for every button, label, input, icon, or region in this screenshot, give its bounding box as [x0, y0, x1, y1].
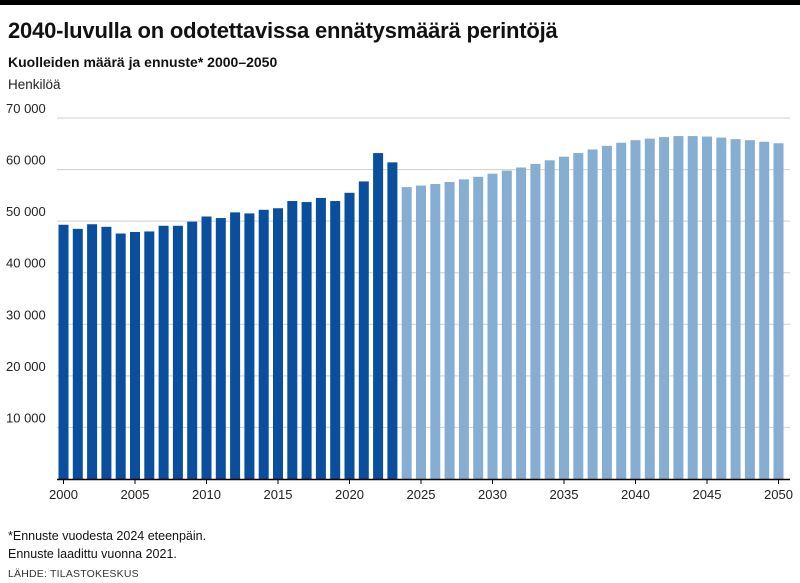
bar-2043	[673, 136, 684, 480]
bar-2047	[730, 139, 741, 479]
y-tick-label: 60 000	[6, 153, 46, 168]
y-tick-label: 10 000	[6, 410, 46, 425]
y-tick-label: 50 000	[6, 204, 46, 219]
y-tick-label: 40 000	[6, 256, 46, 271]
x-tick-label: 2015	[264, 487, 293, 502]
bar-2041	[644, 138, 655, 479]
bar-2004	[115, 233, 126, 479]
footnotes: *Ennuste vuodesta 2024 eteenpäin. Ennust…	[8, 527, 206, 563]
x-tick-label: 2040	[621, 487, 650, 502]
bar-2003	[101, 226, 112, 479]
bar-2032	[516, 167, 527, 479]
bar-2024	[401, 187, 412, 479]
y-tick-label: 30 000	[6, 307, 46, 322]
bar-2001	[72, 228, 83, 479]
bar-2045	[702, 136, 712, 479]
bar-2014	[258, 209, 269, 479]
bar-2005	[130, 231, 140, 479]
bar-2013	[244, 213, 255, 479]
bar-2019	[330, 201, 341, 479]
bar-2010	[201, 216, 212, 479]
x-tick-label: 2035	[550, 487, 579, 502]
bar-2016	[287, 201, 298, 479]
x-axis-labels: 2000 2005 2010 2015 2020 2025 2030 2035 2040 2045…	[49, 479, 793, 502]
bar-chart: 10 000 20 000 30 000 40 000 50 000 60 000 70 0…	[6, 101, 793, 502]
bar-2018	[315, 197, 326, 479]
bar-2048	[744, 140, 755, 479]
bar-2012	[230, 212, 241, 479]
bar-2017	[301, 202, 312, 479]
x-tick-label: 2045	[693, 487, 722, 502]
bar-2002	[87, 224, 98, 479]
footnote-made: Ennuste laadittu vuonna 2021.	[8, 547, 177, 561]
y-unit-label: Henkilöä	[8, 77, 61, 92]
bar-2022	[373, 153, 384, 479]
y-tick-label: 70 000	[6, 101, 46, 116]
bar-2035	[559, 156, 569, 479]
footnote-forecast: *Ennuste vuodesta 2024 eteenpäin.	[8, 529, 207, 543]
bar-2050	[773, 143, 784, 479]
top-rule	[0, 0, 800, 5]
bar-2037	[587, 149, 598, 480]
bar-2000	[58, 224, 69, 479]
source-line: LÄHDE: TILASTOKESKUS	[8, 568, 139, 580]
x-tick-label: 2020	[335, 487, 364, 502]
y-tick-label: 20 000	[6, 359, 46, 374]
bar-2007	[158, 225, 169, 479]
bar-2029	[473, 176, 484, 479]
bar-2031	[501, 170, 512, 480]
bar-2026	[430, 184, 441, 480]
bar-2046	[716, 137, 727, 479]
bar-2027	[444, 181, 455, 479]
bar-2021	[358, 181, 369, 479]
x-tick-label: 2025	[407, 487, 436, 502]
chart-title: 2040-luvulla on odotettavissa ennätysmää…	[8, 18, 558, 43]
bar-2042	[659, 137, 670, 479]
bar-2009	[187, 221, 198, 479]
y-axis-labels: 10 000 20 000 30 000 40 000 50 000 60 000 70 0…	[6, 101, 46, 425]
bar-2011	[215, 218, 226, 479]
bar-2036	[573, 153, 584, 479]
bar-2038	[601, 145, 612, 479]
bar-2033	[530, 163, 541, 480]
x-tick-label: 2010	[192, 487, 221, 502]
bar-2044	[687, 136, 698, 480]
x-tick-label: 2030	[478, 487, 507, 502]
bar-2006	[144, 231, 155, 479]
bar-2020	[344, 192, 355, 479]
bar-2030	[487, 173, 498, 479]
bar-2008	[172, 225, 183, 479]
x-tick-label: 2050	[764, 487, 793, 502]
x-tick-label: 2000	[49, 487, 78, 502]
bars	[58, 136, 784, 480]
chart-subtitle: Kuolleiden määrä ja ennuste* 2000–2050	[8, 54, 278, 70]
bar-2034	[544, 160, 555, 479]
bar-2015	[273, 208, 283, 479]
bar-2049	[759, 141, 770, 480]
bar-2040	[630, 140, 641, 479]
bar-2025	[416, 185, 426, 479]
x-tick-label: 2005	[121, 487, 150, 502]
bar-2039	[616, 142, 627, 480]
bar-2023	[387, 162, 398, 479]
bar-2028	[458, 179, 469, 479]
